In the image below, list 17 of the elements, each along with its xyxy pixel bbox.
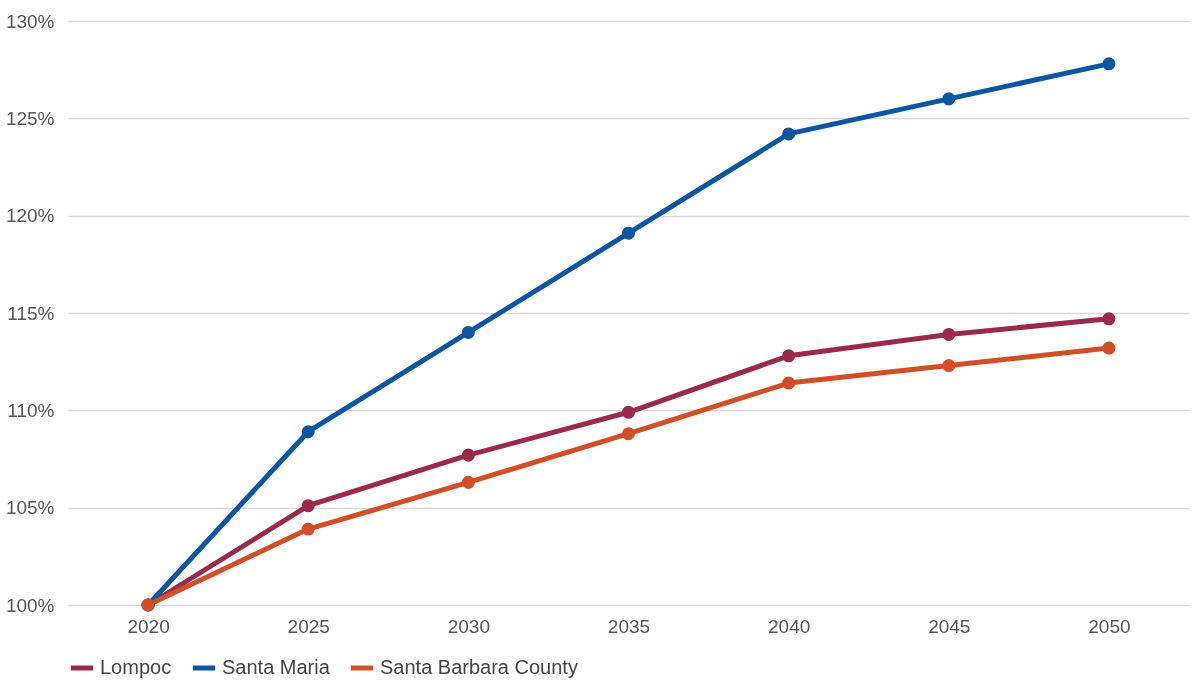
y-tick-label: 125% [5, 107, 55, 129]
x-tick-label: 2045 [928, 615, 971, 637]
y-tick-label: 100% [5, 594, 55, 616]
y-tick-label: 115% [7, 302, 55, 324]
x-tick-label: 2040 [768, 615, 811, 637]
x-tick-label: 2025 [287, 615, 330, 637]
y-tick-label: 110% [7, 399, 55, 421]
y-tick-label: 130% [5, 10, 55, 32]
x-tick-label: 2030 [447, 615, 490, 637]
x-tick-label: 2020 [127, 615, 170, 637]
y-tick-label: 105% [5, 497, 55, 519]
x-tick-label: 2050 [1088, 615, 1131, 637]
legend-label: Lompoc [100, 656, 172, 678]
y-tick-label: 120% [5, 205, 55, 227]
x-tick-label: 2035 [607, 615, 651, 637]
legend-label: Santa Barbara County [380, 656, 578, 678]
legend-label: Santa Maria [222, 656, 331, 678]
